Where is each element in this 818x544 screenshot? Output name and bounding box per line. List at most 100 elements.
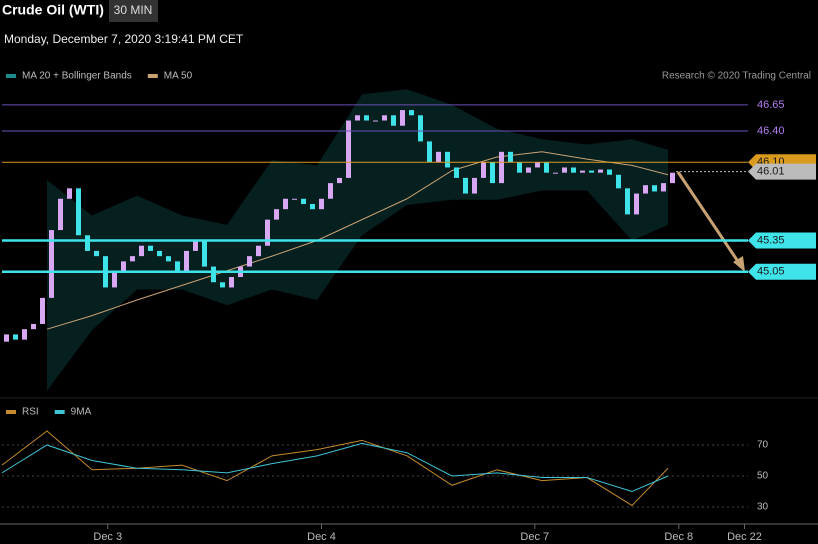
candle xyxy=(670,172,675,184)
candle xyxy=(265,219,270,246)
candle xyxy=(328,183,333,199)
x-tick-label: Dec 22 xyxy=(727,531,762,543)
candle xyxy=(40,297,45,324)
candle xyxy=(409,110,414,116)
candle xyxy=(4,334,9,342)
candle xyxy=(94,250,99,257)
level-label: 45.35 xyxy=(757,234,785,246)
candle xyxy=(310,203,315,210)
timestamp: Monday, December 7, 2020 3:19:41 PM CET xyxy=(4,32,244,46)
candle xyxy=(391,115,396,126)
candle xyxy=(553,172,558,174)
candle xyxy=(652,185,657,192)
candle xyxy=(580,170,585,173)
y-tick-label: 30 xyxy=(757,502,769,513)
legend-label: MA 20 + Bollinger Bands xyxy=(22,71,132,82)
timeframe-box[interactable] xyxy=(109,0,158,22)
level-label-box xyxy=(748,163,816,180)
candle xyxy=(382,115,387,121)
candle xyxy=(607,169,612,175)
candle xyxy=(319,198,324,210)
candle xyxy=(175,261,180,272)
legend-label: MA 50 xyxy=(164,71,193,82)
candle xyxy=(526,167,531,173)
candle xyxy=(517,162,522,173)
y-tick-label: 50 xyxy=(757,471,769,482)
candle xyxy=(373,120,378,122)
level-label: 46.40 xyxy=(757,125,785,137)
candle xyxy=(562,167,567,173)
candle xyxy=(283,198,288,210)
candle xyxy=(400,110,405,126)
candle xyxy=(67,188,72,199)
y-tick-label: 70 xyxy=(757,440,769,451)
candle xyxy=(211,266,216,283)
candle xyxy=(355,115,360,121)
candle xyxy=(616,174,621,189)
ma-line xyxy=(46,151,669,330)
candle xyxy=(499,151,504,184)
candle xyxy=(418,115,423,142)
forecast-arrow xyxy=(676,171,743,267)
x-tick-label: Dec 3 xyxy=(93,531,122,543)
candle xyxy=(535,162,540,168)
candle xyxy=(589,170,594,173)
candle xyxy=(112,271,117,288)
level-label: 46.65 xyxy=(757,99,785,111)
level-label: 45.05 xyxy=(757,266,785,278)
candle xyxy=(229,277,234,288)
candle xyxy=(148,245,153,251)
candle xyxy=(274,209,279,220)
candle xyxy=(481,162,486,178)
candle xyxy=(202,240,207,267)
rsi-line xyxy=(1,442,669,493)
legend-swatch xyxy=(6,74,16,78)
candle xyxy=(13,334,18,340)
candle xyxy=(247,256,252,267)
candle xyxy=(22,329,27,340)
candle xyxy=(193,240,198,251)
candle xyxy=(544,162,549,173)
candle xyxy=(49,230,54,298)
credit: Research © 2020 Trading Central xyxy=(662,71,811,82)
candle xyxy=(643,185,648,194)
candle xyxy=(301,198,306,204)
candle xyxy=(337,177,342,184)
forecast-arrowhead xyxy=(733,256,745,272)
candle xyxy=(130,256,135,262)
x-tick-label: Dec 7 xyxy=(520,531,549,543)
candle xyxy=(76,188,81,236)
candle xyxy=(256,245,261,257)
timeframe[interactable]: 30 MIN xyxy=(114,3,153,17)
candle xyxy=(463,177,468,194)
candle xyxy=(364,115,369,121)
candle xyxy=(346,120,351,178)
level-label-box xyxy=(748,263,816,280)
candle xyxy=(292,198,297,200)
candle xyxy=(571,167,576,173)
legend-label: RSI xyxy=(22,407,39,418)
title: Crude Oil (WTI) xyxy=(2,2,104,18)
legend-swatch xyxy=(6,410,16,414)
candle xyxy=(472,177,477,194)
level-label-box xyxy=(748,232,816,249)
candle xyxy=(625,188,630,215)
candle xyxy=(166,256,171,262)
candle xyxy=(220,282,225,288)
legend-swatch xyxy=(147,74,158,78)
x-tick-label: Dec 4 xyxy=(307,531,336,543)
rsi-line xyxy=(1,430,669,507)
candle xyxy=(85,235,90,251)
legend-swatch xyxy=(54,410,65,414)
candle xyxy=(661,183,666,192)
candle xyxy=(445,151,450,168)
candle xyxy=(508,151,513,163)
x-tick-label: Dec 8 xyxy=(664,531,693,543)
candle xyxy=(436,151,441,163)
legend-label: 9MA xyxy=(71,407,92,418)
candle xyxy=(454,167,459,178)
level-label: 46.01 xyxy=(757,166,785,178)
candle xyxy=(157,250,162,257)
candle xyxy=(184,250,189,272)
